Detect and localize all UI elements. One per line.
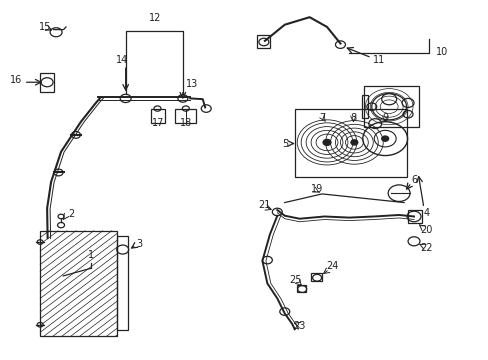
Bar	[297, 285, 305, 292]
Bar	[361, 95, 367, 118]
Text: 13: 13	[186, 79, 198, 89]
Bar	[150, 109, 165, 123]
Text: 2: 2	[68, 209, 75, 219]
Text: 3: 3	[136, 239, 142, 249]
Text: 18: 18	[180, 118, 192, 128]
Bar	[407, 210, 421, 223]
Text: 15: 15	[39, 22, 51, 32]
Text: 20: 20	[419, 225, 431, 235]
Text: 10: 10	[435, 47, 447, 57]
Text: 21: 21	[258, 200, 270, 210]
Text: 23: 23	[293, 320, 305, 330]
Bar	[310, 273, 321, 281]
Circle shape	[381, 136, 388, 141]
Text: 1: 1	[87, 250, 94, 260]
Text: 6: 6	[410, 175, 416, 185]
Text: 4: 4	[423, 208, 428, 218]
Text: 19: 19	[310, 184, 323, 194]
Bar	[175, 109, 196, 123]
Bar	[364, 86, 418, 127]
Text: 9: 9	[381, 113, 387, 123]
Text: 16: 16	[10, 75, 22, 85]
Bar	[294, 109, 406, 177]
Bar	[117, 237, 128, 330]
Bar	[257, 35, 270, 48]
Text: 8: 8	[349, 113, 356, 123]
Circle shape	[323, 139, 330, 145]
Text: 12: 12	[149, 13, 162, 23]
Circle shape	[350, 140, 357, 145]
Text: 7: 7	[318, 113, 325, 123]
Text: 5: 5	[282, 139, 288, 149]
Text: 11: 11	[372, 55, 385, 65]
Bar	[40, 231, 117, 336]
Text: 22: 22	[419, 243, 431, 253]
Text: 17: 17	[151, 118, 164, 128]
Text: 25: 25	[289, 275, 301, 285]
Text: 14: 14	[115, 55, 127, 65]
Bar	[40, 73, 54, 92]
Text: 24: 24	[325, 261, 338, 271]
